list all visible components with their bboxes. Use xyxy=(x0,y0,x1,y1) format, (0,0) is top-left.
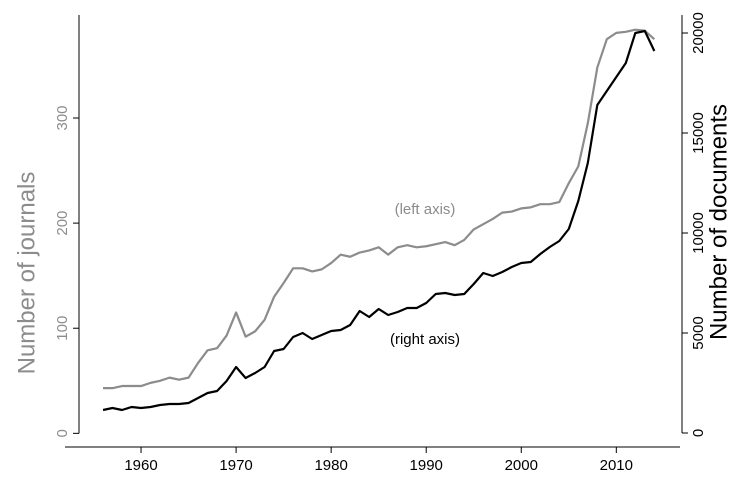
y-tick-label: 300 xyxy=(54,105,71,130)
x-tick-label: 1970 xyxy=(219,457,252,474)
y-tick-label: 100 xyxy=(54,316,71,341)
x-tick-label: 2000 xyxy=(505,457,538,474)
line-series xyxy=(103,28,656,390)
y2-tick-label: 20000 xyxy=(690,12,707,54)
y2-tick-label: 15000 xyxy=(690,112,707,154)
x-tick-label: 1990 xyxy=(410,457,443,474)
y2-tick-label: 5000 xyxy=(690,316,707,349)
x-tick-label: 2010 xyxy=(600,457,633,474)
y-tick-label: 0 xyxy=(54,429,71,437)
x-tick-label: 1960 xyxy=(124,457,157,474)
y-tick-label: 200 xyxy=(54,211,71,236)
line-series xyxy=(102,29,656,412)
y2-tick-label: 0 xyxy=(690,429,707,437)
annotation: (right axis) xyxy=(390,331,460,348)
y2-axis-title: Number of documents xyxy=(705,104,732,340)
y2-tick-label: 10000 xyxy=(690,212,707,254)
annotation: (left axis) xyxy=(395,201,456,218)
y-axis-title: Number of journals xyxy=(13,172,40,375)
x-tick-label: 1980 xyxy=(314,457,347,474)
